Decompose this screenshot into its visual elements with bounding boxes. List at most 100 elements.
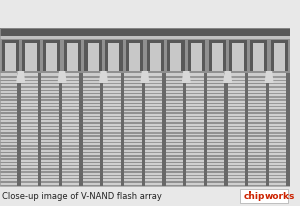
Bar [103,178,121,180]
Bar [142,74,145,186]
Bar [126,41,143,44]
Bar [21,172,38,173]
Bar [228,123,245,124]
Bar [228,93,245,95]
Bar [124,165,142,166]
Bar [124,152,142,153]
Bar [207,165,224,166]
Bar [0,178,17,180]
Bar [21,77,38,78]
Bar [21,74,38,186]
Bar [62,175,80,176]
Bar [274,44,285,72]
Bar [62,172,80,173]
Bar [228,145,245,147]
Bar [0,136,290,137]
Bar [21,145,38,147]
Bar [269,172,286,173]
Bar [207,168,224,170]
Bar [103,93,121,95]
Bar [248,87,266,88]
Bar [0,80,290,82]
Bar [0,97,290,98]
Bar [145,129,162,131]
Bar [166,178,183,180]
Bar [41,136,59,137]
Bar [103,162,121,163]
Bar [0,100,17,101]
Bar [0,87,290,88]
Bar [166,185,183,186]
Bar [0,142,290,144]
Bar [248,178,266,180]
Bar [124,84,142,85]
Bar [145,139,162,140]
Bar [269,119,286,121]
Bar [0,100,290,101]
Bar [62,159,80,160]
Bar [41,126,59,128]
Bar [228,178,245,180]
Bar [84,41,88,72]
Bar [41,113,59,114]
Bar [21,149,38,150]
Bar [0,168,17,170]
Bar [145,113,162,114]
Bar [103,84,121,85]
Bar [21,110,38,111]
Bar [186,139,204,140]
Bar [269,142,286,144]
Bar [166,159,183,160]
Bar [0,159,17,160]
Bar [145,152,162,153]
Bar [248,84,266,85]
Bar [103,77,121,78]
Bar [124,132,142,134]
Bar [166,110,183,111]
Bar [228,181,245,183]
Bar [186,152,204,153]
Bar [83,126,100,128]
Bar [62,136,80,137]
Bar [145,93,162,95]
Bar [248,136,266,137]
Bar [103,129,121,131]
Text: works: works [265,192,295,200]
Bar [202,41,205,72]
Bar [248,172,266,173]
Bar [228,152,245,153]
Bar [269,77,286,78]
Bar [166,123,183,124]
Bar [250,41,253,72]
Bar [207,113,224,114]
Bar [0,116,17,118]
Bar [83,93,100,95]
Bar [145,181,162,183]
Bar [2,41,5,72]
Bar [83,116,100,118]
Bar [166,74,183,186]
Bar [121,74,124,186]
Bar [269,126,286,128]
Bar [186,77,204,78]
Bar [0,165,17,166]
Bar [0,90,17,92]
Bar [269,178,286,180]
Bar [207,110,224,111]
Bar [269,159,286,160]
Bar [62,123,80,124]
Bar [145,178,162,180]
Bar [229,41,247,44]
Bar [228,84,245,85]
Bar [0,123,17,124]
Bar [62,132,80,134]
Bar [41,168,59,170]
Bar [62,145,80,147]
Bar [0,185,290,186]
Bar [0,186,290,206]
Bar [228,74,245,186]
Bar [62,93,80,95]
Bar [21,168,38,170]
Bar [62,113,80,114]
Bar [21,136,38,137]
